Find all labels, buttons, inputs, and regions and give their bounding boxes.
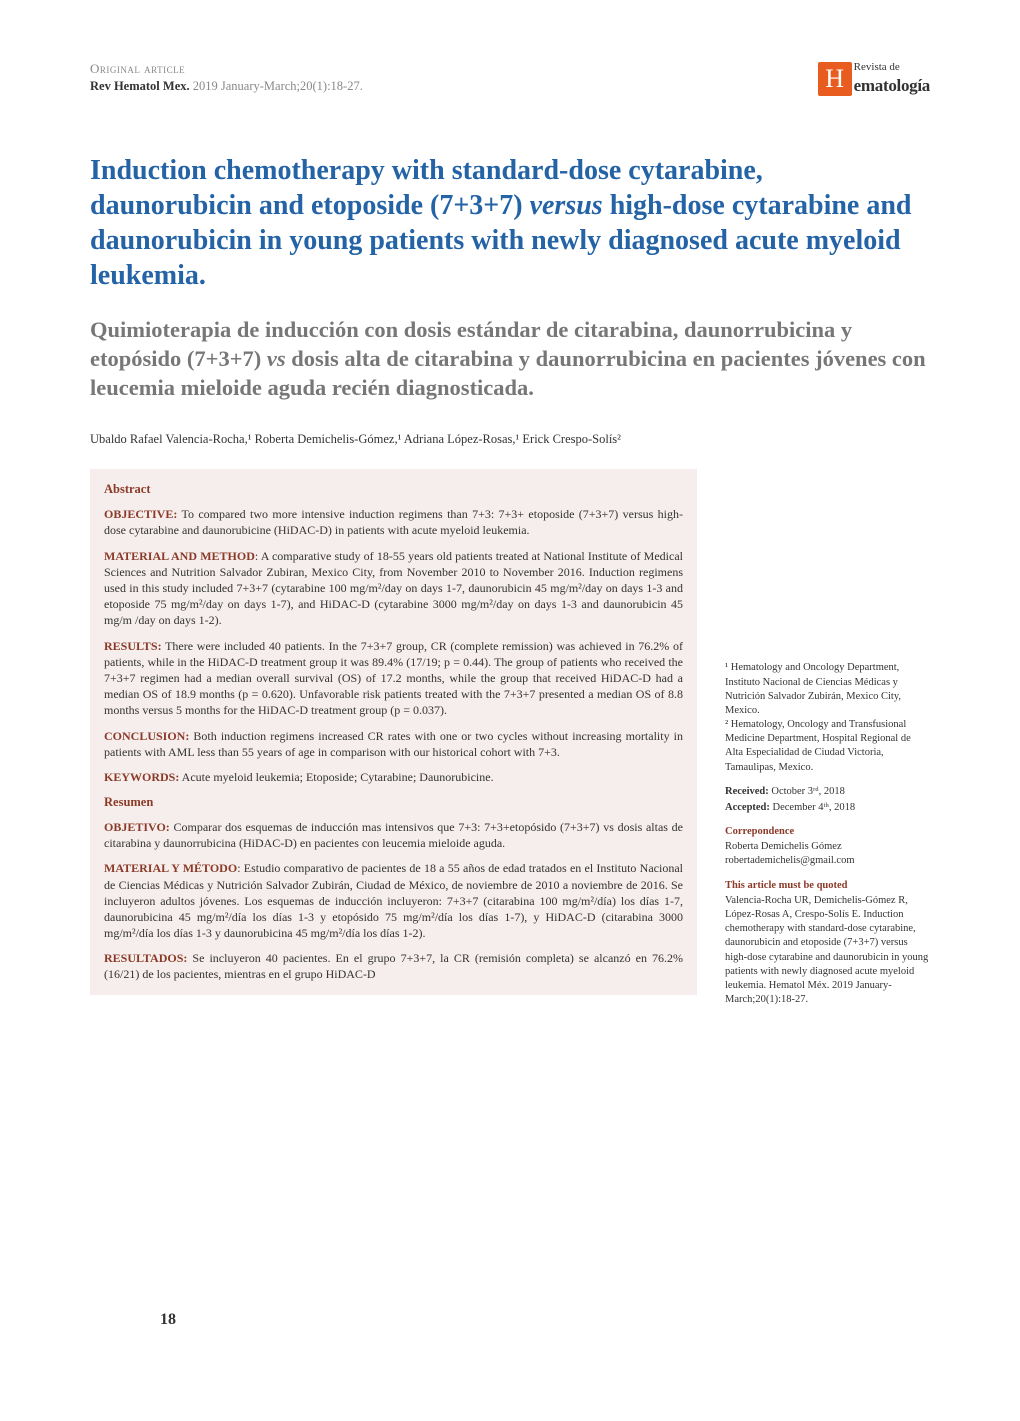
logo-square-icon: H: [818, 62, 852, 96]
citation-heading: This article must be quoted: [725, 879, 930, 893]
material-es-label: MATERIAL Y MÉTODO: [104, 861, 237, 875]
correspondence-email: robertademichelis@gmail.com: [725, 854, 930, 868]
page-number: 18: [160, 1309, 176, 1331]
keywords-label: KEYWORDS:: [104, 770, 179, 784]
sidebar-column: ¹ Hematology and Oncology Department, In…: [725, 469, 930, 1017]
results-label: RESULTS:: [104, 639, 162, 653]
accepted-date: December 4ᵗʰ, 2018: [770, 802, 855, 813]
abstract-material: MATERIAL AND METHOD: A comparative study…: [104, 548, 683, 629]
journal-logo: H Revista de ematología: [818, 60, 930, 98]
correspondence-heading: Correpondence: [725, 825, 930, 839]
conclusion-label: CONCLUSION:: [104, 729, 189, 743]
resumen-resultados: RESULTADOS: Se incluyeron 40 pacientes. …: [104, 950, 683, 982]
affiliation-2: ² Hematology, Oncology and Transfusional…: [725, 718, 930, 775]
logo-text: Revista de ematología: [854, 60, 930, 98]
resumen-objetivo: OBJETIVO: Comparar dos esquemas de induc…: [104, 819, 683, 851]
article-title-spanish: Quimioterapia de inducción con dosis est…: [90, 315, 930, 403]
abstract-column: Abstract OBJECTIVE: To compared two more…: [90, 469, 697, 994]
objetivo-label: OBJETIVO:: [104, 820, 170, 834]
received-date: October 3ʳᵈ, 2018: [769, 786, 845, 797]
accepted-line: Accepted: December 4ᵗʰ, 2018: [725, 801, 930, 815]
received-line: Received: October 3ʳᵈ, 2018: [725, 785, 930, 799]
affiliation-1: ¹ Hematology and Oncology Department, In…: [725, 661, 930, 718]
title-en-italic: versus: [530, 190, 603, 221]
pub-info: 2019 January-March;20(1):18-27.: [193, 79, 363, 93]
main-columns: Abstract OBJECTIVE: To compared two more…: [90, 469, 930, 1017]
abstract-box: Abstract OBJECTIVE: To compared two more…: [90, 469, 697, 994]
abstract-objective: OBJECTIVE: To compared two more intensiv…: [104, 506, 683, 538]
objective-label: OBJECTIVE:: [104, 507, 177, 521]
logo-line2: ematología: [854, 75, 930, 98]
resultados-label: RESULTADOS:: [104, 951, 187, 965]
resumen-heading: Resumen: [104, 794, 683, 811]
logo-line1: Revista de: [854, 60, 930, 75]
author-list: Ubaldo Rafael Valencia-Rocha,¹ Roberta D…: [90, 431, 930, 448]
page-header: Original article Rev Hematol Mex. 2019 J…: [90, 60, 930, 98]
header-citation: Original article Rev Hematol Mex. 2019 J…: [90, 60, 363, 94]
abstract-conclusion: CONCLUSION: Both induction regimens incr…: [104, 728, 683, 760]
conclusion-text: Both induction regimens increased CR rat…: [104, 729, 683, 759]
objective-text: To compared two more intensive induction…: [104, 507, 683, 537]
abstract-keywords: KEYWORDS: Acute myeloid leukemia; Etopos…: [104, 769, 683, 785]
abstract-results: RESULTS: There were included 40 patients…: [104, 638, 683, 719]
correspondence-name: Roberta Demichelis Gómez: [725, 840, 930, 854]
citation-line: Rev Hematol Mex. 2019 January-March;20(1…: [90, 78, 363, 95]
material-label: MATERIAL AND METHOD: [104, 549, 255, 563]
accepted-label: Accepted:: [725, 802, 770, 813]
title-es-italic: vs: [267, 346, 286, 371]
journal-abbrev: Rev Hematol Mex.: [90, 79, 190, 93]
resumen-material: MATERIAL Y MÉTODO: Estudio comparativo d…: [104, 860, 683, 941]
resultados-text: Se incluyeron 40 pacientes. En el grupo …: [104, 951, 683, 981]
citation-text: Valencia-Rocha UR, Demichelis-Gómez R, L…: [725, 894, 930, 1007]
results-text: There were included 40 patients. In the …: [104, 639, 683, 718]
objetivo-text: Comparar dos esquemas de inducción mas i…: [104, 820, 683, 850]
article-title-english: Induction chemotherapy with standard-dos…: [90, 153, 930, 293]
article-type: Original article: [90, 60, 363, 78]
received-label: Received:: [725, 786, 769, 797]
keywords-text: Acute myeloid leukemia; Etoposide; Cytar…: [179, 770, 493, 784]
abstract-heading: Abstract: [104, 481, 683, 498]
